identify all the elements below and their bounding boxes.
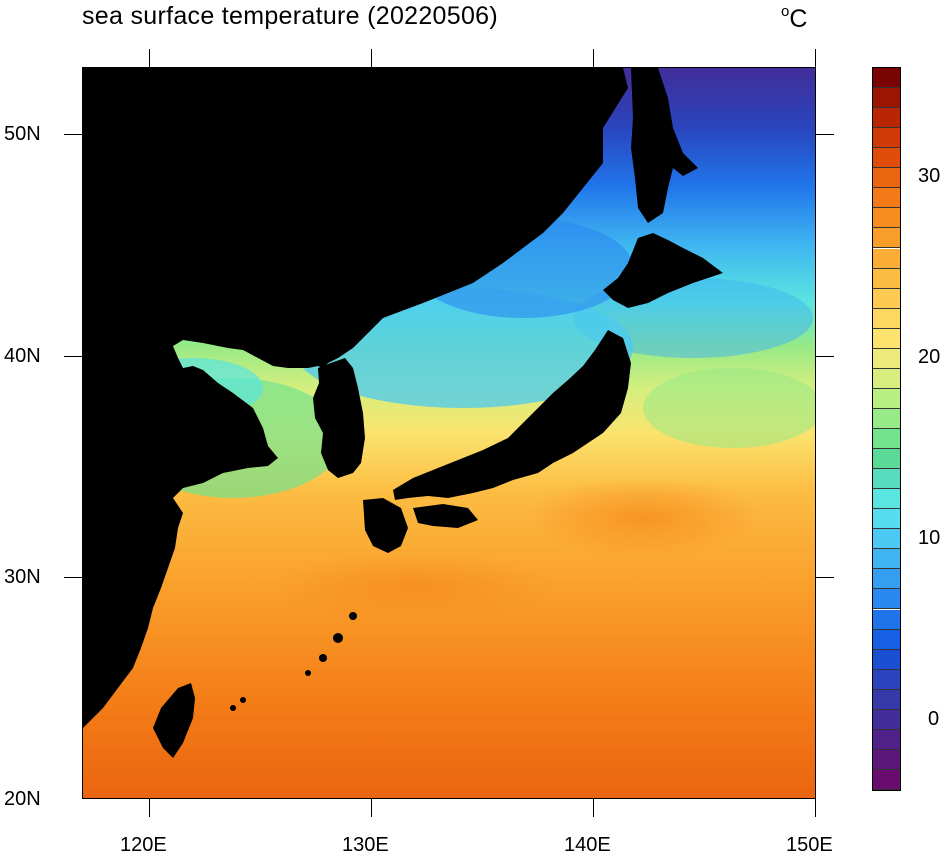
tick-top-150 xyxy=(815,49,816,67)
colorbar-swatch xyxy=(873,328,900,349)
lat-label-50: 50N xyxy=(4,123,41,145)
colorbar-label-0: 0 xyxy=(928,708,940,730)
colorbar-swatch xyxy=(873,248,900,269)
colorbar-swatch xyxy=(873,649,900,670)
units-label: oC xyxy=(781,3,808,33)
land-hokkaido xyxy=(603,233,723,308)
colorbar-swatch xyxy=(873,88,900,109)
tick-right-40 xyxy=(816,356,834,357)
tick-top-130 xyxy=(371,49,372,67)
tick-right-50 xyxy=(816,134,834,135)
colorbar-swatch xyxy=(873,128,900,149)
colorbar-swatch xyxy=(873,549,900,570)
land-shikoku xyxy=(413,504,478,528)
colorbar-swatch xyxy=(873,669,900,690)
tick-top-140 xyxy=(593,49,594,67)
colorbar-swatch xyxy=(873,68,900,89)
colorbar-swatch xyxy=(873,489,900,510)
colorbar-swatch xyxy=(873,168,900,189)
land-kyushu xyxy=(363,498,408,553)
colorbar-swatch xyxy=(873,408,900,429)
colorbar-label-20: 20 xyxy=(918,346,941,368)
lat-label-20: 20N xyxy=(4,788,41,810)
colorbar-swatch xyxy=(873,449,900,470)
colorbar-swatch xyxy=(873,108,900,129)
lat-label-30: 30N xyxy=(4,566,41,588)
lon-label-150: 150E xyxy=(786,834,833,856)
land-honshu xyxy=(393,330,631,500)
colorbar-swatch xyxy=(873,308,900,329)
sst-map xyxy=(82,67,816,799)
colorbar-swatch xyxy=(873,368,900,389)
tick-left-40 xyxy=(64,356,82,357)
colorbar-swatch xyxy=(873,268,900,289)
colorbar-swatch xyxy=(873,729,900,750)
colorbar-swatch xyxy=(873,569,900,590)
colorbar-swatch xyxy=(873,469,900,490)
colorbar-swatch xyxy=(873,769,900,790)
tick-bottom-140 xyxy=(593,799,594,817)
land-korea xyxy=(313,358,365,478)
colorbar-swatch xyxy=(873,609,900,630)
lon-label-130: 130E xyxy=(342,834,389,856)
colorbar-swatch xyxy=(873,529,900,550)
colorbar-swatch xyxy=(873,208,900,229)
colorbar-swatch xyxy=(873,148,900,169)
tick-bottom-120 xyxy=(149,799,150,817)
land-asia xyxy=(83,68,628,728)
tick-left-50 xyxy=(64,134,82,135)
lon-label-140: 140E xyxy=(564,834,611,856)
lon-label-120: 120E xyxy=(120,834,167,856)
tick-right-30 xyxy=(816,577,834,578)
colorbar-swatch xyxy=(873,388,900,409)
land-sakhalin xyxy=(631,68,698,223)
tick-left-30 xyxy=(64,577,82,578)
land-taiwan xyxy=(153,683,195,758)
colorbar-swatch xyxy=(873,689,900,710)
tick-top-120 xyxy=(149,49,150,67)
colorbar-swatch xyxy=(873,288,900,309)
lat-label-40: 40N xyxy=(4,345,41,367)
colorbar xyxy=(872,67,901,791)
colorbar-swatch xyxy=(873,348,900,369)
colorbar-swatch xyxy=(873,509,900,530)
colorbar-swatch xyxy=(873,188,900,209)
colorbar-label-10: 10 xyxy=(918,527,941,549)
colorbar-swatch xyxy=(873,228,900,249)
colorbar-swatch xyxy=(873,589,900,610)
tick-bottom-130 xyxy=(371,799,372,817)
colorbar-swatch xyxy=(873,429,900,450)
colorbar-swatch xyxy=(873,709,900,730)
colorbar-swatch xyxy=(873,749,900,770)
colorbar-swatch xyxy=(873,629,900,650)
colorbar-label-30: 30 xyxy=(918,165,941,187)
map-title: sea surface temperature (20220506) xyxy=(82,2,498,30)
tick-bottom-150 xyxy=(815,799,816,817)
